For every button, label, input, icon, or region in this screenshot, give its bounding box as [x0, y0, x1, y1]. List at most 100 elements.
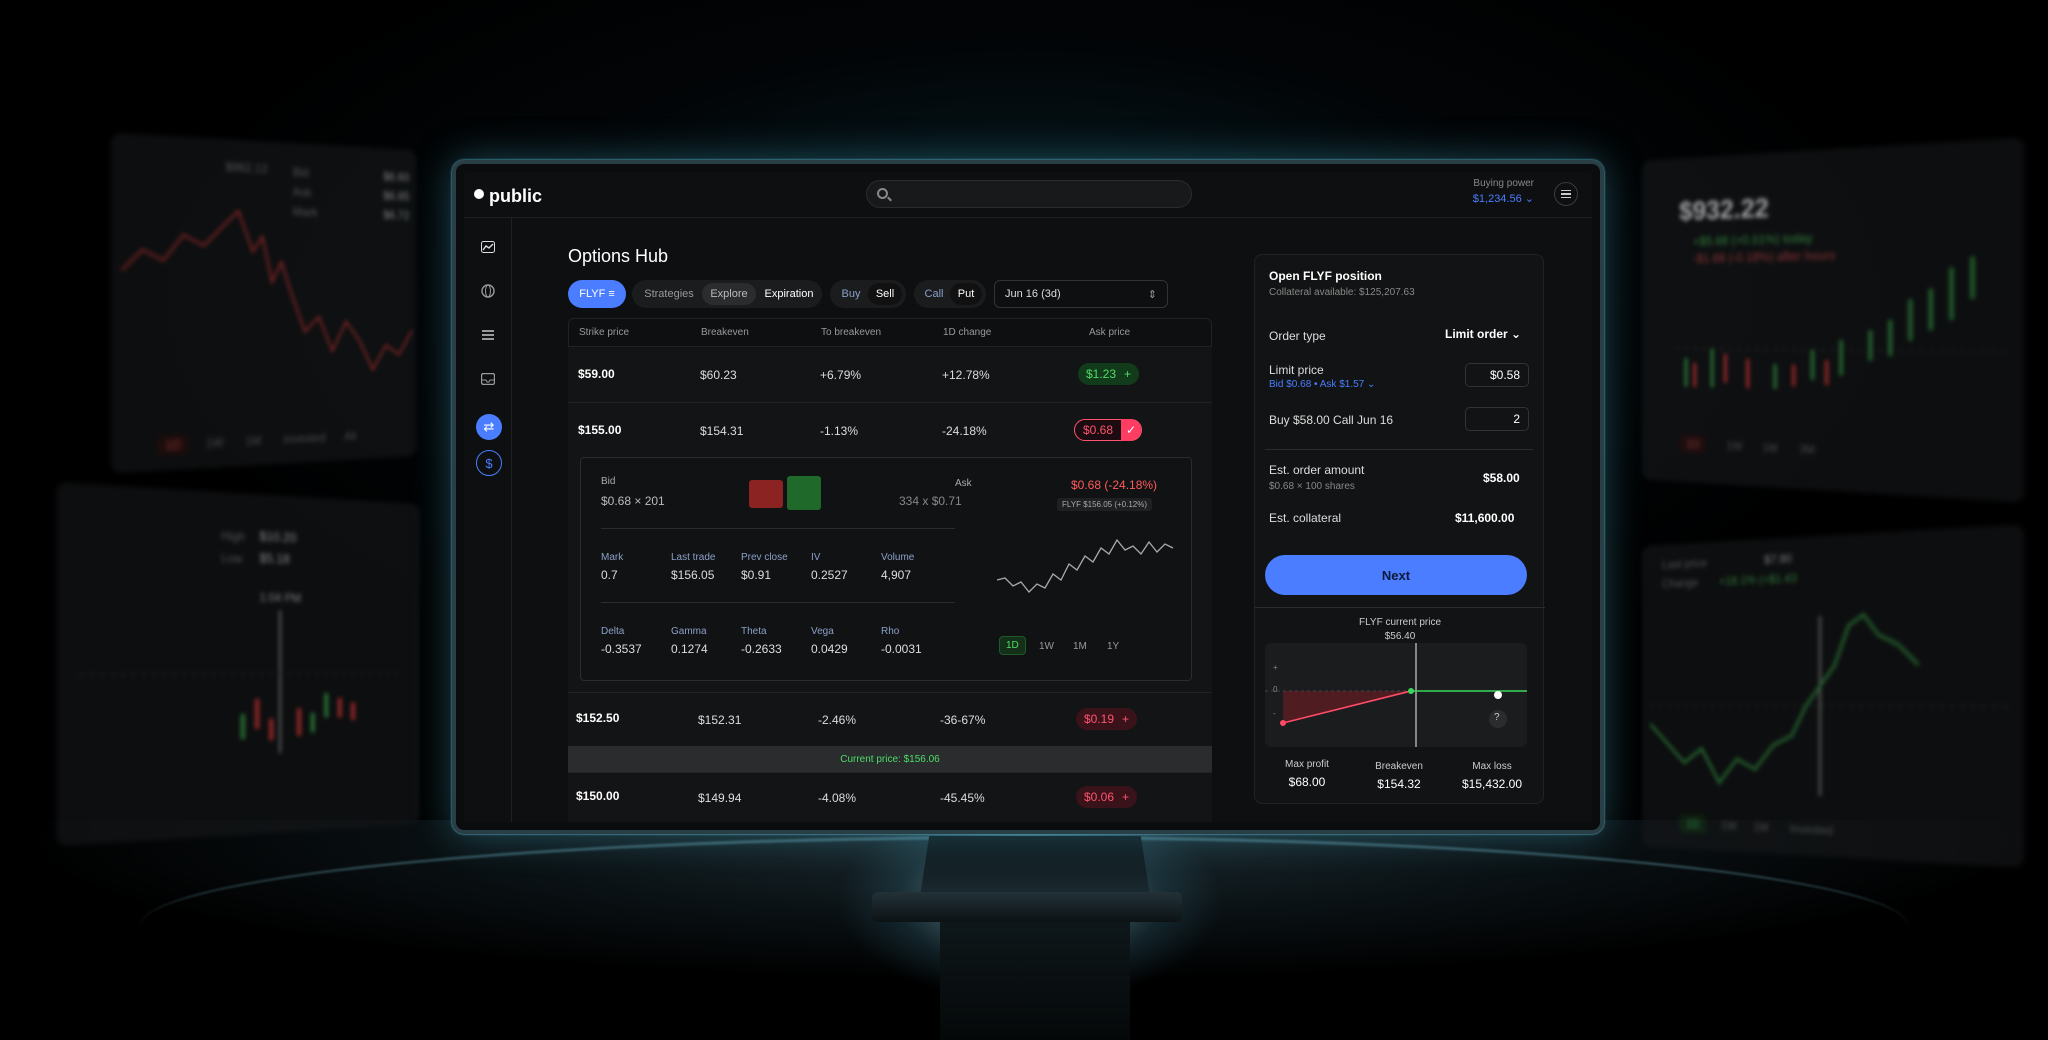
- table-row[interactable]: $150.00 $149.94 -4.08% -45.45% $0.06 +: [568, 772, 1212, 822]
- divider: [601, 602, 955, 603]
- ask-depth-bar: [787, 476, 821, 510]
- buying-power[interactable]: Buying power $1,234.56 ⌄: [1473, 178, 1534, 205]
- limit-price-input[interactable]: $0.58: [1465, 363, 1529, 387]
- quantity-input[interactable]: 2: [1465, 407, 1529, 431]
- chevron-down-icon: ⌄: [1511, 327, 1521, 341]
- buying-power-value: $1,234.56: [1473, 193, 1522, 205]
- side-toggle: Buy Sell: [830, 280, 906, 308]
- side-tf-1m: 1M: [1746, 817, 1776, 838]
- chart-icon[interactable]: [479, 238, 497, 256]
- call-toggle[interactable]: Call: [918, 283, 950, 305]
- greek-value: 0.0429: [811, 642, 848, 656]
- ask-button-selected[interactable]: $0.68 ✓: [1074, 419, 1142, 441]
- tf-1y-button[interactable]: 1Y: [1101, 638, 1125, 655]
- tf-1d-button[interactable]: 1D: [999, 636, 1026, 655]
- help-icon[interactable]: ?: [1494, 712, 1500, 723]
- price-change: $0.68 (-24.18%): [1071, 478, 1157, 492]
- ask-value: $0.19: [1084, 712, 1114, 726]
- side-tf-all: All: [337, 426, 363, 447]
- breakeven-cell: $149.94: [698, 791, 741, 805]
- breakeven-cell: $152.31: [698, 713, 741, 727]
- greek-value: -0.3537: [601, 642, 642, 656]
- ask-value: $1.23: [1086, 367, 1116, 381]
- greek-value: -0.0031: [881, 642, 922, 656]
- greek-value: 0.1274: [671, 642, 708, 656]
- greek-label: Gamma: [671, 626, 707, 637]
- next-button[interactable]: Next: [1265, 555, 1527, 595]
- side-tf-3m: 3M: [1792, 439, 1823, 460]
- option-price-sparkline: [995, 534, 1175, 614]
- bid-depth-bar: [749, 480, 783, 508]
- collateral-available: Collateral available: $125,207.63: [1269, 287, 1415, 298]
- ask-button[interactable]: $0.19 +: [1076, 708, 1137, 730]
- side-panel-right-bottom: Last price $7.90 Change +18.1% (+$1.43 1…: [1642, 524, 2024, 868]
- menu-button[interactable]: [1554, 182, 1578, 206]
- chevron-down-icon: ⌄: [1525, 193, 1534, 205]
- buying-power-label: Buying power: [1473, 178, 1534, 189]
- expiration-tab[interactable]: Expiration: [758, 283, 820, 305]
- ask-button[interactable]: $1.23 +: [1078, 363, 1139, 385]
- search-input[interactable]: [866, 180, 1192, 208]
- globe-icon[interactable]: [479, 282, 497, 300]
- sell-toggle[interactable]: Sell: [868, 283, 902, 305]
- monitor-stand: [920, 836, 1150, 896]
- max-profit-label: Max profit: [1269, 759, 1345, 770]
- tf-1w-button[interactable]: 1W: [1033, 638, 1060, 655]
- stat-label: Last trade: [671, 552, 715, 563]
- greek-label: Rho: [881, 626, 899, 637]
- strategies-tab[interactable]: Strategies: [638, 283, 700, 305]
- col-ask: Ask price: [1089, 327, 1130, 338]
- strike-cell: $155.00: [578, 423, 621, 437]
- divider: [601, 528, 955, 529]
- dollar-icon[interactable]: $: [476, 450, 502, 476]
- side-candle-chart: [57, 482, 420, 846]
- col-strike: Strike price: [579, 327, 629, 338]
- limit-price-label: Limit price: [1269, 363, 1324, 377]
- max-loss-label: Max loss: [1445, 761, 1539, 772]
- left-nav: ⇄ $: [464, 218, 512, 822]
- explore-tab[interactable]: Explore: [702, 283, 756, 305]
- side-tf-invested: Invested: [1782, 818, 1840, 841]
- layers-icon[interactable]: [479, 326, 497, 344]
- swap-icon[interactable]: ⇄: [476, 414, 502, 440]
- payoff-chart: + 0 - ?: [1265, 643, 1527, 747]
- side-tf-1w: 1W: [1714, 815, 1744, 836]
- put-toggle[interactable]: Put: [950, 283, 982, 305]
- side-panel-right-top: $932.22 +$5.68 (+0.61%) today -$1.68 (-0…: [1642, 137, 2024, 502]
- table-row-expanded[interactable]: $155.00 $154.31 -1.13% -24.18% $0.68 ✓ Bi…: [568, 402, 1212, 692]
- stat-label: Prev close: [741, 552, 788, 563]
- axis-zero: 0: [1273, 685, 1277, 694]
- app-screen: public Buying power $1,234.56 ⌄: [464, 172, 1592, 822]
- greek-value: -0.2633: [741, 642, 782, 656]
- order-type-select[interactable]: Limit order ⌄: [1445, 327, 1521, 341]
- table-row[interactable]: $152.50 $152.31 -2.46% -36-67% $0.19 +: [568, 692, 1212, 746]
- expiration-date-select[interactable]: Jun 16 (3d) ⇕: [994, 280, 1168, 308]
- monitor-stand-base: [872, 892, 1182, 922]
- col-breakeven: Breakeven: [701, 327, 749, 338]
- inbox-icon[interactable]: [479, 370, 497, 388]
- limit-price-sub[interactable]: Bid $0.68 • Ask $1.57 ⌄: [1269, 379, 1375, 390]
- ask-button[interactable]: $0.06 +: [1076, 786, 1137, 808]
- ask-value: $0.06: [1084, 790, 1114, 804]
- to-breakeven-cell: +6.79%: [820, 368, 861, 382]
- ticker-filter[interactable]: FLYF ≡: [568, 280, 626, 308]
- order-title: Open FLYF position: [1269, 269, 1382, 283]
- to-breakeven-cell: -1.13%: [820, 424, 858, 438]
- tf-1m-button[interactable]: 1M: [1067, 638, 1093, 655]
- buy-toggle[interactable]: Buy: [834, 283, 868, 305]
- current-price-value: $56.40: [1255, 631, 1545, 642]
- side-line-chart-red: [111, 133, 416, 474]
- order-type-label: Order type: [1269, 329, 1326, 343]
- payoff-chart-svg: [1265, 643, 1527, 747]
- table-row[interactable]: $59.00 $60.23 +6.79% +12.78% $1.23 +: [568, 346, 1212, 402]
- bid-value: $0.68 × 201: [601, 494, 665, 508]
- option-detail-card: Bid $0.68 × 201 Ask 334 x $0.71 $0.68 (-…: [580, 457, 1192, 681]
- bid-label: Bid: [601, 476, 615, 487]
- app-logo[interactable]: public: [474, 186, 542, 207]
- breakeven-value: $154.32: [1361, 777, 1437, 791]
- bid-ask-text: Bid $0.68 • Ask $1.57: [1269, 379, 1364, 390]
- axis-minus: -: [1273, 709, 1276, 718]
- side-panel-left-top: $962.12 Bid $6.60 Ask $6.85 Mark $6.72 1…: [111, 133, 416, 474]
- filter-icon: ≡: [608, 288, 614, 300]
- est-amount-label: Est. order amount: [1269, 463, 1364, 477]
